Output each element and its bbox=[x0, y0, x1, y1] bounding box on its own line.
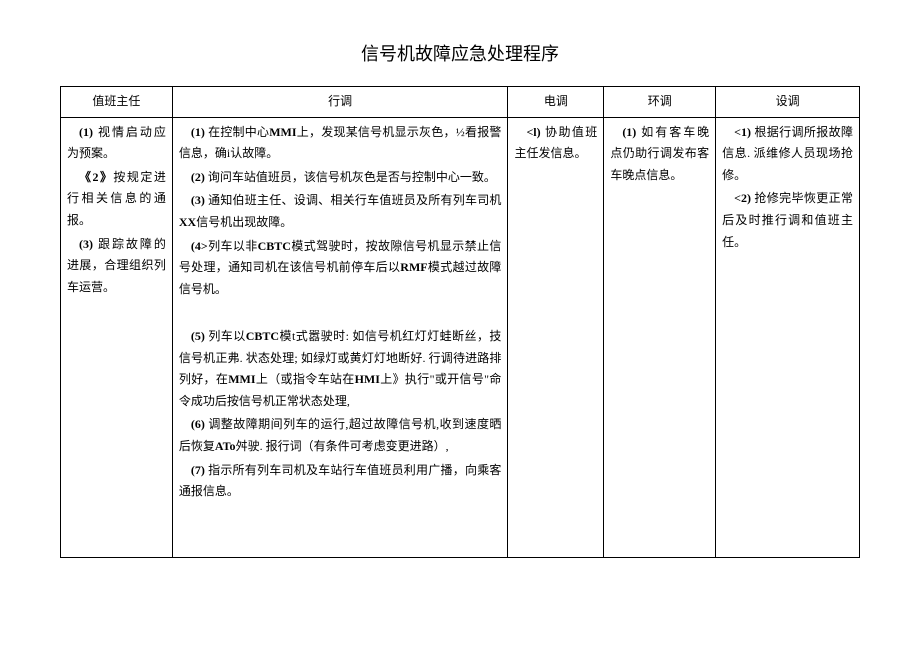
num: (3) bbox=[191, 193, 205, 207]
cell-col2: (1) 在控制中心MMI上，发现某信号机显示灰色，½看报警信息，确i认故障。 (… bbox=[172, 117, 508, 557]
num: (2) bbox=[191, 170, 205, 184]
cell-col4: (1) 如有客车晚点仍助行调发布客车晚点信息。 bbox=[604, 117, 716, 557]
text: 通知伯班主任、设调、相关行车值班员及所有列车司机 bbox=[205, 193, 502, 207]
header-col1: 值班主任 bbox=[61, 87, 173, 118]
cell-col3: <l) 协助值班主任发信息。 bbox=[508, 117, 604, 557]
text: 列车以非 bbox=[208, 239, 258, 253]
num: (1) bbox=[191, 125, 205, 139]
text: 列车以 bbox=[205, 329, 246, 343]
num: (5) bbox=[191, 329, 205, 343]
table-header-row: 值班主任 行调 电调 环调 设调 bbox=[61, 87, 860, 118]
text: 询问车站值班员，该信号机灰色是否与控制中心一致。 bbox=[205, 170, 496, 184]
num: (6) bbox=[191, 417, 205, 431]
num: <1) bbox=[734, 125, 751, 139]
page-title: 信号机故障应急处理程序 bbox=[60, 40, 860, 66]
cell-col1: (1) 视情启动应为预案。 《2》按规定进行相关信息的通报。 (3) 跟踪故障的… bbox=[61, 117, 173, 557]
text: HMI bbox=[355, 372, 380, 386]
text: CBTC bbox=[258, 239, 291, 253]
text: ATo bbox=[215, 439, 236, 453]
num: (1) bbox=[622, 125, 636, 139]
num: (1) bbox=[79, 125, 93, 139]
num: (4> bbox=[191, 239, 208, 253]
text: 在控制中心 bbox=[205, 125, 269, 139]
text: 信号机出现故障。 bbox=[196, 215, 292, 229]
text: XX bbox=[179, 215, 196, 229]
table-row: (1) 视情启动应为预案。 《2》按规定进行相关信息的通报。 (3) 跟踪故障的… bbox=[61, 117, 860, 557]
header-col2: 行调 bbox=[172, 87, 508, 118]
num: <2) bbox=[734, 191, 751, 205]
cell-col5: <1) 根据行调所报故障信息. 派维修人员现场抢修。 <2) 抢修完毕恢更正常后… bbox=[716, 117, 860, 557]
text: 指示所有列车司机及车站行车值班员利用广播，向乘客通报信息。 bbox=[179, 463, 502, 499]
text: RMF bbox=[400, 260, 427, 274]
text: MMI bbox=[228, 372, 255, 386]
text: MMI bbox=[269, 125, 296, 139]
text: 舛驶. 报行词（有条件可考虑变更进路）, bbox=[236, 439, 449, 453]
num: <l) bbox=[526, 125, 540, 139]
num: (3) bbox=[79, 237, 93, 251]
header-col5: 设调 bbox=[716, 87, 860, 118]
num: 《2》 bbox=[79, 170, 113, 184]
procedure-table: 值班主任 行调 电调 环调 设调 (1) 视情启动应为预案。 《2》按规定进行相… bbox=[60, 86, 860, 558]
num: (7) bbox=[191, 463, 205, 477]
header-col3: 电调 bbox=[508, 87, 604, 118]
text: CBTC bbox=[246, 329, 279, 343]
header-col4: 环调 bbox=[604, 87, 716, 118]
text: 上（或指令车站在 bbox=[256, 372, 355, 386]
